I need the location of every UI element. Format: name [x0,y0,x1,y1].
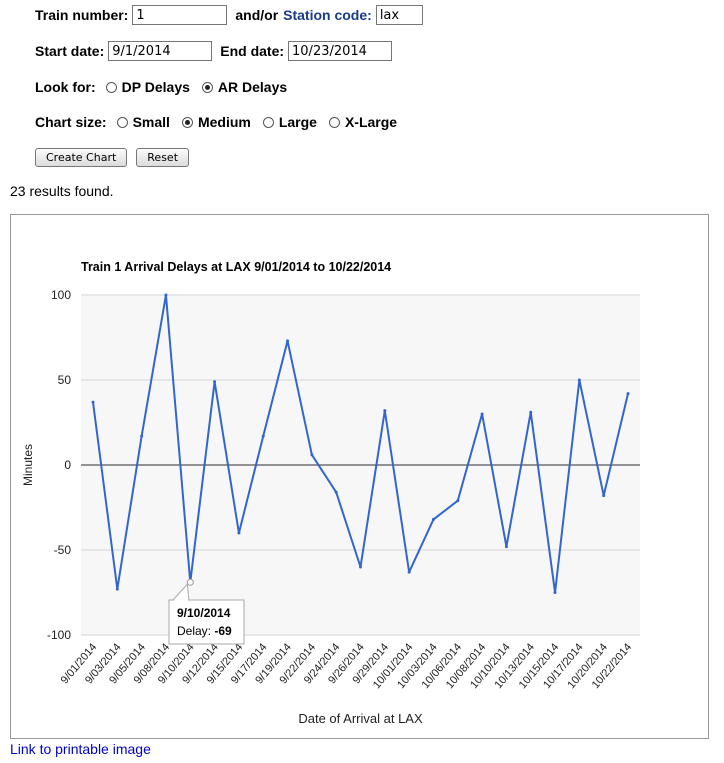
data-point [310,453,314,457]
size-large-label: Large [278,114,317,130]
results-count: 23 results found. [10,183,114,199]
tooltip-delay: Delay: -69 [177,624,232,638]
andor-label: and/or [235,7,279,23]
size-small-radio[interactable] [116,116,128,128]
size-large-radio[interactable] [262,116,274,128]
size-large-option[interactable]: Large [262,114,317,130]
end-date-input[interactable] [288,41,393,61]
chart-size-label: Chart size: [35,114,107,130]
data-point [359,565,362,569]
train-station-row: Train number: and/or Station code: [35,5,423,25]
y-tick-label: 50 [58,373,72,387]
start-date-label: Start date: [35,43,105,59]
ar-delays-radio[interactable] [201,81,213,93]
tooltip-delay-value: -69 [214,624,232,638]
tooltip-box [168,599,245,645]
data-point [115,587,119,591]
train-number-label: Train number: [35,7,129,23]
data-point [334,490,338,494]
hover-point [186,578,194,586]
data-point [213,380,217,384]
size-xlarge-label: X-Large [344,114,398,130]
size-xlarge-radio[interactable] [328,116,340,128]
size-medium-radio[interactable] [181,116,193,128]
dp-delays-label: DP Delays [121,79,190,95]
data-point [407,570,411,574]
data-point [529,410,533,414]
data-point [140,434,144,438]
y-tick-label: 0 [64,458,71,472]
create-chart-button[interactable]: Create Chart [35,148,128,167]
y-tick-label: -100 [47,628,71,642]
dp-delays-option[interactable]: DP Delays [105,79,190,95]
end-date-label: End date: [220,43,285,59]
ar-delays-option[interactable]: AR Delays [201,79,288,95]
printable-image-link[interactable]: Link to printable image [10,741,151,757]
data-point [504,545,508,549]
look-for-label: Look for: [35,79,96,95]
line-chart: 100 50 0 -50 -100 Train 1 Arrival Delays at L… [21,260,640,726]
y-tick-label: 100 [51,288,71,302]
x-axis-label: Date of Arrival at LAX [298,711,423,726]
look-for-row: Look for: DP Delays AR Delays [35,79,299,95]
dp-delays-radio[interactable] [105,81,117,93]
size-medium-option[interactable]: Medium [181,114,251,130]
y-tick-label: -50 [54,543,72,557]
data-point [602,494,606,498]
data-point [431,517,435,521]
data-point [577,378,581,382]
chart-size-row: Chart size: Small Medium Large X-Large [35,114,409,130]
data-point [383,409,387,413]
start-date-input[interactable] [108,41,213,61]
y-axis-label: Minutes [21,444,35,486]
size-small-label: Small [132,114,170,130]
chart-container: 100 50 0 -50 -100 Train 1 Arrival Delays at L… [10,214,709,739]
data-point [456,499,460,503]
station-code-input[interactable] [375,5,423,25]
data-point [261,434,265,438]
station-code-label[interactable]: Station code: [283,7,372,23]
tooltip-date: 9/10/2014 [177,606,231,620]
data-point [164,293,168,297]
size-medium-label: Medium [197,114,251,130]
size-xlarge-option[interactable]: X-Large [328,114,398,130]
data-point [626,392,630,396]
data-point [480,412,484,416]
train-number-input[interactable] [132,5,228,25]
button-row: Create Chart Reset [35,148,198,167]
data-point [286,339,290,343]
date-row: Start date: End date: [35,41,393,61]
size-small-option[interactable]: Small [116,114,170,130]
data-point [553,591,557,594]
tooltip-delay-label: Delay: [177,624,214,638]
ar-delays-label: AR Delays [217,79,288,95]
reset-button[interactable]: Reset [136,148,190,167]
chart-title: Train 1 Arrival Delays at LAX 9/01/2014 … [81,260,391,274]
data-point [91,400,95,404]
data-point [237,531,241,535]
